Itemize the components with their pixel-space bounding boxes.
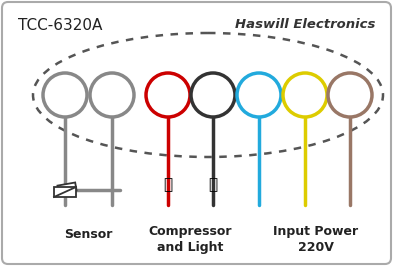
Circle shape	[237, 73, 281, 117]
Text: Input Power
220V: Input Power 220V	[273, 225, 358, 254]
Circle shape	[328, 73, 372, 117]
Text: Haswill Electronics: Haswill Electronics	[235, 18, 375, 31]
Ellipse shape	[33, 33, 383, 157]
Bar	[57, 183, 77, 194]
FancyBboxPatch shape	[2, 2, 391, 264]
Text: Compressor
and Light: Compressor and Light	[148, 225, 232, 254]
Circle shape	[283, 73, 327, 117]
Text: 💡: 💡	[164, 177, 172, 192]
Text: TCC-6320A: TCC-6320A	[18, 18, 102, 33]
Circle shape	[146, 73, 190, 117]
Circle shape	[90, 73, 134, 117]
FancyBboxPatch shape	[54, 187, 76, 197]
Text: 🚰: 🚰	[209, 177, 218, 192]
Text: Sensor: Sensor	[64, 228, 112, 241]
Circle shape	[191, 73, 235, 117]
Circle shape	[43, 73, 87, 117]
